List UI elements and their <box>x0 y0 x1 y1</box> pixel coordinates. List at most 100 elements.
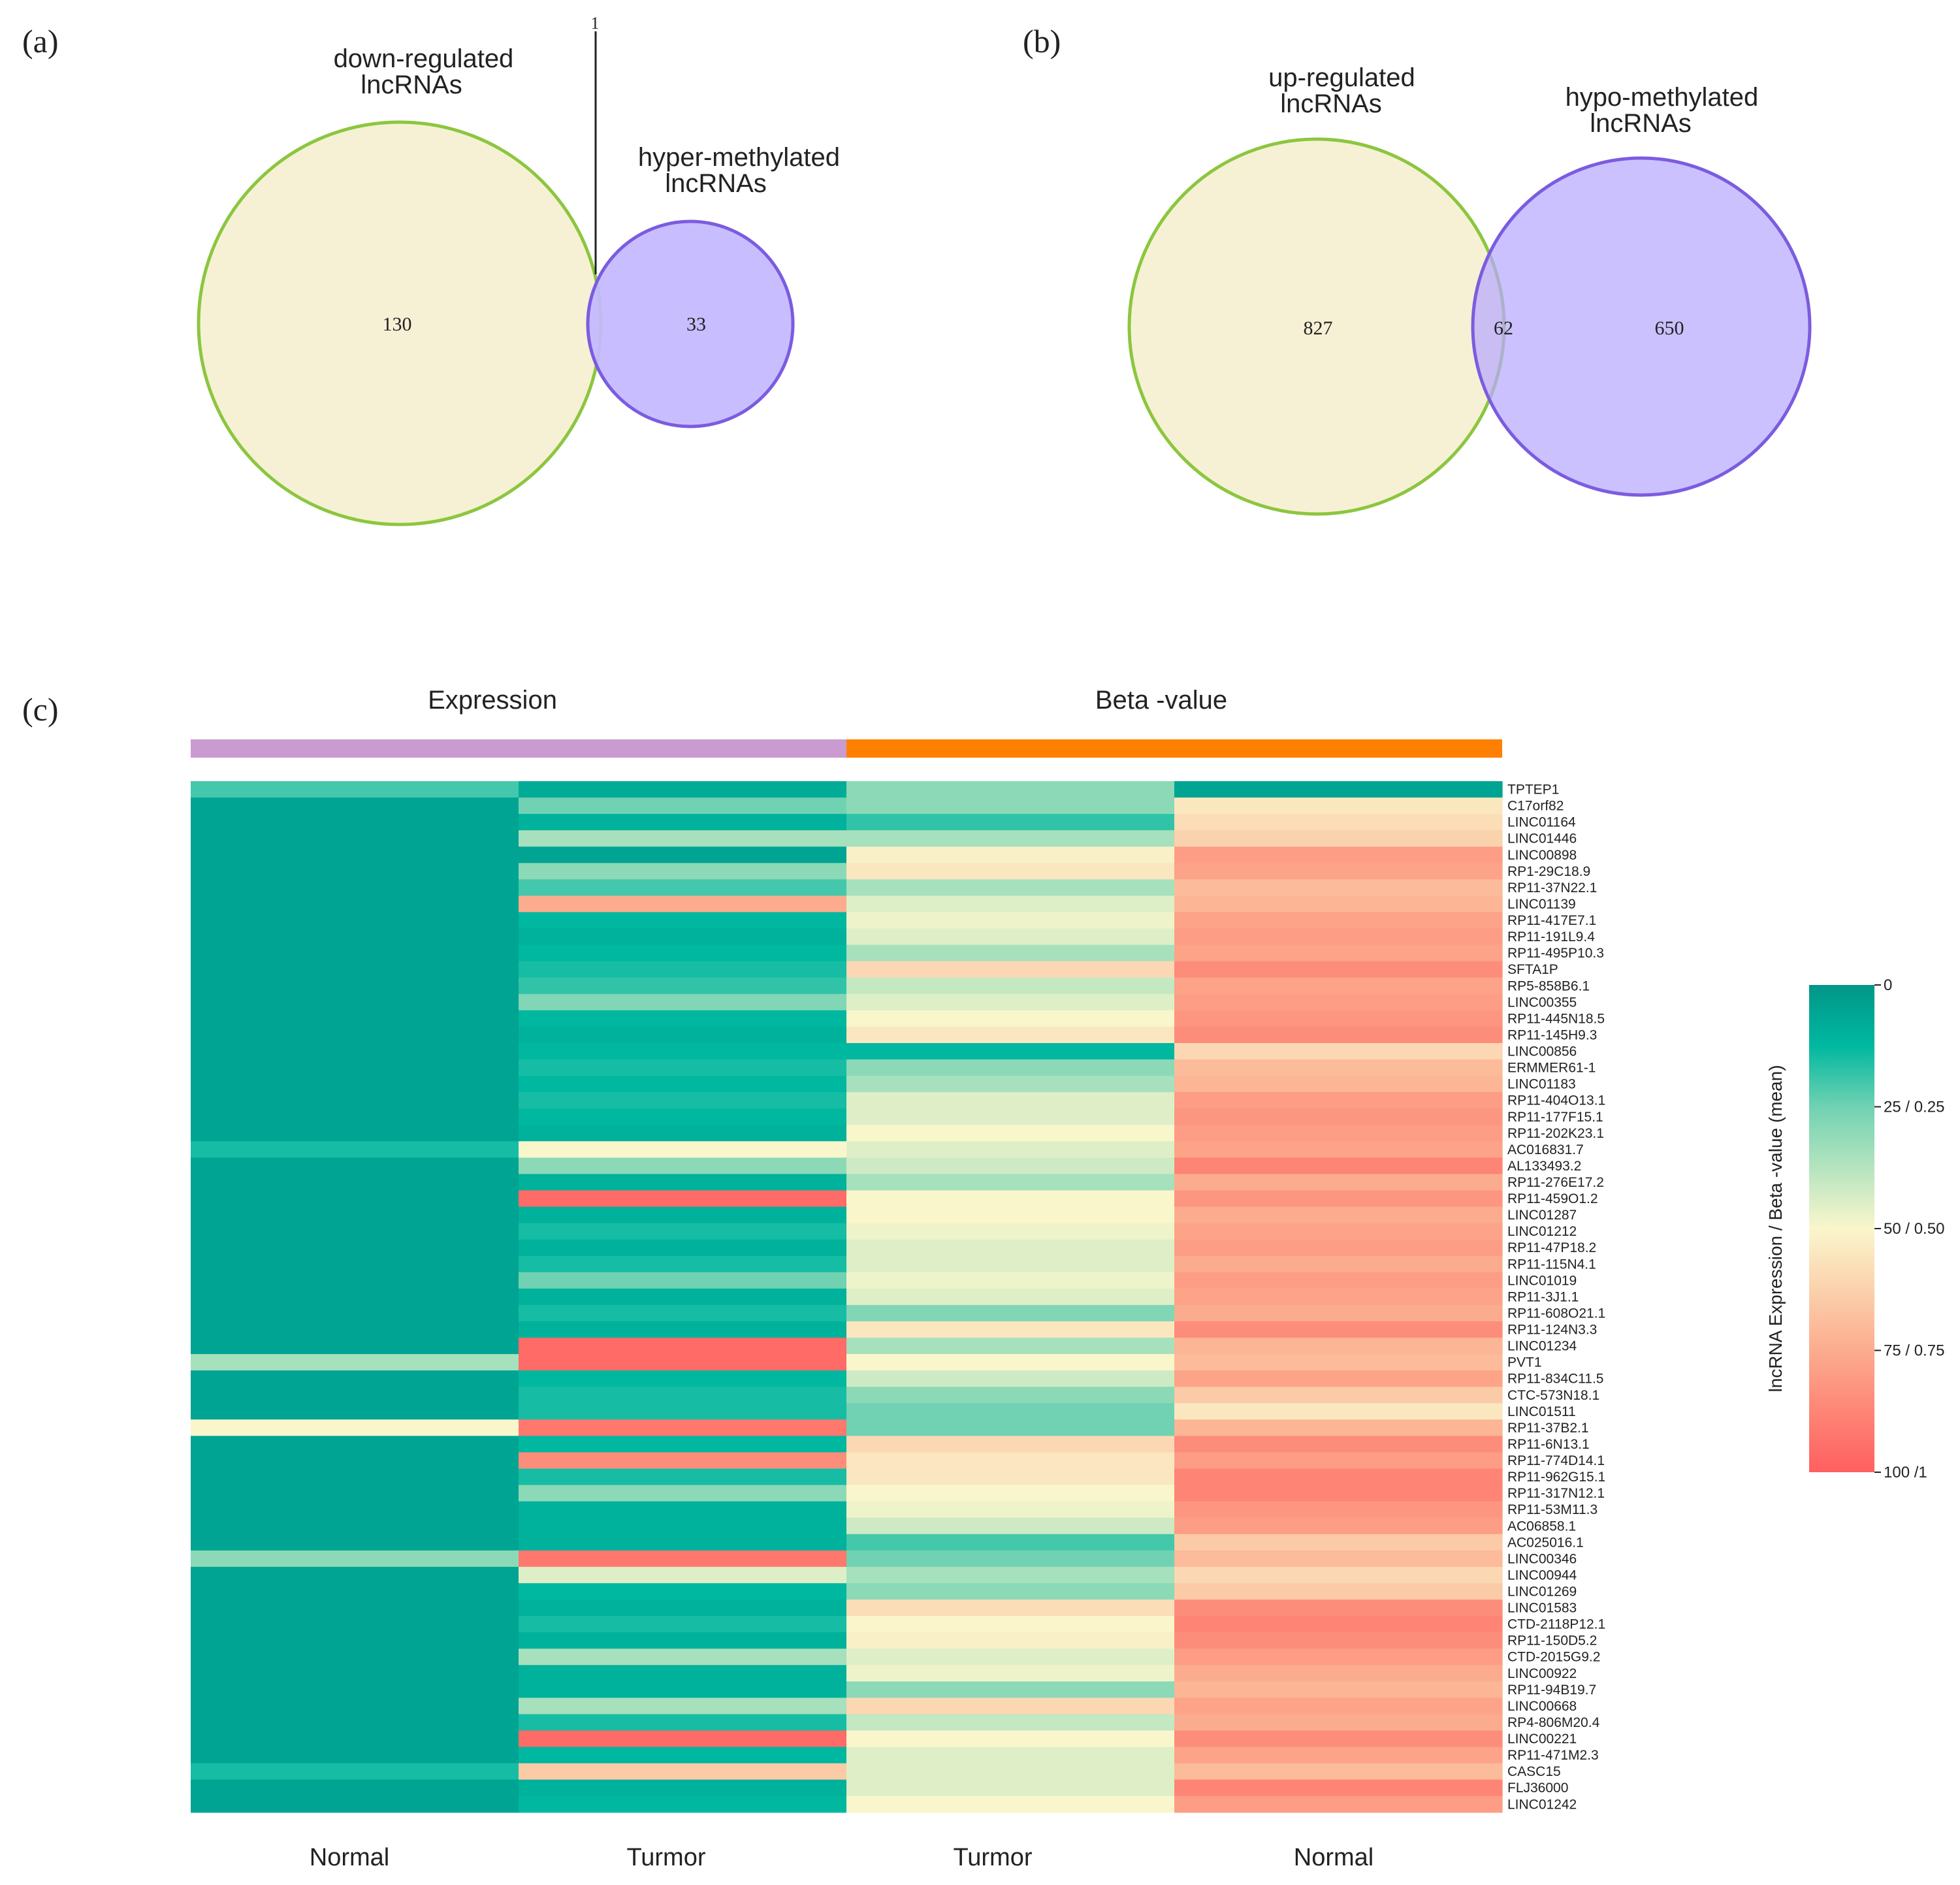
heatmap-cell <box>846 895 1175 913</box>
heatmap-cell <box>191 846 519 863</box>
row-label: RP11-202K23.1 <box>1507 1126 1604 1141</box>
heatmap-cell <box>519 1534 847 1551</box>
heatmap-cell <box>846 1076 1175 1093</box>
heatmap-cell <box>846 1698 1175 1715</box>
heatmap-cell <box>846 1550 1175 1568</box>
heatmap-cell <box>1174 1419 1503 1436</box>
heatmap-cell <box>846 1042 1175 1060</box>
heatmap-cell <box>191 1125 519 1142</box>
heatmap-cell <box>191 781 519 798</box>
heatmap-cell <box>846 1419 1175 1436</box>
row-label: RP11-3J1.1 <box>1507 1289 1579 1304</box>
legend-tick-label: 0 <box>1884 976 1892 994</box>
row-label: RP11-445N18.5 <box>1507 1011 1605 1026</box>
heatmap-cell <box>191 1206 519 1224</box>
heatmap-cell <box>191 1730 519 1748</box>
heatmap-cell <box>1174 1566 1503 1584</box>
heatmap-cell <box>191 1370 519 1387</box>
heatmap-cell <box>191 1304 519 1322</box>
heatmap-cell <box>191 1092 519 1109</box>
heatmap-cell <box>1174 1223 1503 1240</box>
row-label: RP11-53M11.3 <box>1507 1502 1598 1517</box>
heatmap-cell <box>846 1010 1175 1027</box>
heatmap-cell <box>191 1076 519 1093</box>
heatmap-cell <box>519 1403 847 1420</box>
heatmap-cell <box>191 1436 519 1453</box>
heatmap-cell <box>1174 1763 1503 1780</box>
heatmap-cell <box>191 1485 519 1502</box>
heatmap-cell <box>846 977 1175 995</box>
heatmap-cell <box>191 993 519 1011</box>
heatmap-cell <box>191 1665 519 1682</box>
row-label: RP11-150D5.2 <box>1507 1634 1597 1649</box>
heatmap-cell <box>191 1714 519 1732</box>
row-label: RP11-834C11.5 <box>1507 1372 1603 1387</box>
heatmap-cell <box>846 1517 1175 1535</box>
heatmap-cell <box>846 1141 1175 1158</box>
heatmap-cell <box>846 1468 1175 1486</box>
row-label: PVT1 <box>1507 1355 1542 1370</box>
venn-a-set1-label-line2: lncRNAs <box>361 71 462 99</box>
heatmap-cell <box>846 846 1175 863</box>
heatmap-cell <box>519 1092 847 1109</box>
heatmap-cell <box>191 1010 519 1027</box>
row-label: RP11-145H9.3 <box>1507 1027 1597 1042</box>
heatmap-cell <box>846 1436 1175 1453</box>
heatmap-cell <box>191 1534 519 1551</box>
heatmap-cell <box>191 977 519 995</box>
heatmap-cell <box>1174 1779 1503 1797</box>
heatmap-cell <box>1174 1272 1503 1289</box>
row-label: RP5-858B6.1 <box>1507 978 1590 993</box>
row-label: FLJ36000 <box>1507 1780 1568 1796</box>
heatmap-cell <box>846 1255 1175 1273</box>
heatmap-cell <box>1174 1501 1503 1519</box>
row-label: LINC01164 <box>1507 815 1576 830</box>
heatmap-cell <box>846 1338 1175 1355</box>
legend-tick-label: 75 / 0.75 <box>1884 1342 1944 1360</box>
heatmap-cell <box>1174 1338 1503 1355</box>
heatmap-cell <box>519 1452 847 1470</box>
heatmap-cell <box>1174 1714 1503 1732</box>
heatmap-cell <box>1174 846 1503 863</box>
heatmap-cell <box>191 1550 519 1568</box>
heatmap-cell <box>519 1108 847 1125</box>
heatmap-cell <box>1174 1059 1503 1076</box>
venn-a-set2-label-line1: hyper-methylated <box>638 143 840 172</box>
row-label: RP11-124N3.3 <box>1507 1323 1597 1338</box>
heatmap-cell <box>846 781 1175 798</box>
venn-b-set2-label-line2: lncRNAs <box>1590 109 1692 138</box>
heatmap-cell <box>519 912 847 929</box>
heatmap-cell <box>191 1026 519 1044</box>
legend-tick-label: 50 / 0.50 <box>1884 1220 1944 1238</box>
row-label: LINC00221 <box>1507 1732 1577 1747</box>
row-label: LINC01287 <box>1507 1208 1577 1223</box>
row-label: RP11-962G15.1 <box>1507 1470 1605 1485</box>
heatmap-cell <box>519 961 847 978</box>
heatmap-cell <box>846 928 1175 946</box>
heatmap-cell <box>519 1583 847 1600</box>
heatmap-cell <box>1174 1616 1503 1633</box>
heatmap-cell <box>846 1174 1175 1191</box>
panel-label-b: (b) <box>1023 23 1061 59</box>
row-label: LINC01139 <box>1507 897 1576 912</box>
row-label: CTD-2118P12.1 <box>1507 1617 1605 1632</box>
heatmap-cell <box>519 846 847 863</box>
heatmap-legend: 0 25 / 0.25 50 / 0.50 75 / 0.75 100 /1 lncRNA… <box>1765 976 1944 1481</box>
heatmap-cell <box>846 1566 1175 1584</box>
heatmap-cell <box>519 781 847 798</box>
row-label: LINC00944 <box>1507 1568 1577 1583</box>
heatmap-cell <box>191 1354 519 1371</box>
heatmap-cell <box>519 928 847 946</box>
heatmap-cell <box>1174 1649 1503 1666</box>
venn-a-set2-label: hyper-methylated lncRNAs <box>638 143 847 198</box>
heatmap-cell <box>1174 1403 1503 1420</box>
heatmap-cell <box>519 1288 847 1306</box>
group-label-1: Beta -value <box>1095 686 1227 715</box>
heatmap-cell <box>519 1354 847 1371</box>
heatmap-cell <box>846 1779 1175 1797</box>
row-label: RP11-37B2.1 <box>1507 1421 1589 1436</box>
heatmap-cell <box>1174 1190 1503 1208</box>
heatmap-cell <box>1174 993 1503 1011</box>
heatmap-cell <box>519 1239 847 1257</box>
row-label: RP11-37N22.1 <box>1507 880 1597 895</box>
